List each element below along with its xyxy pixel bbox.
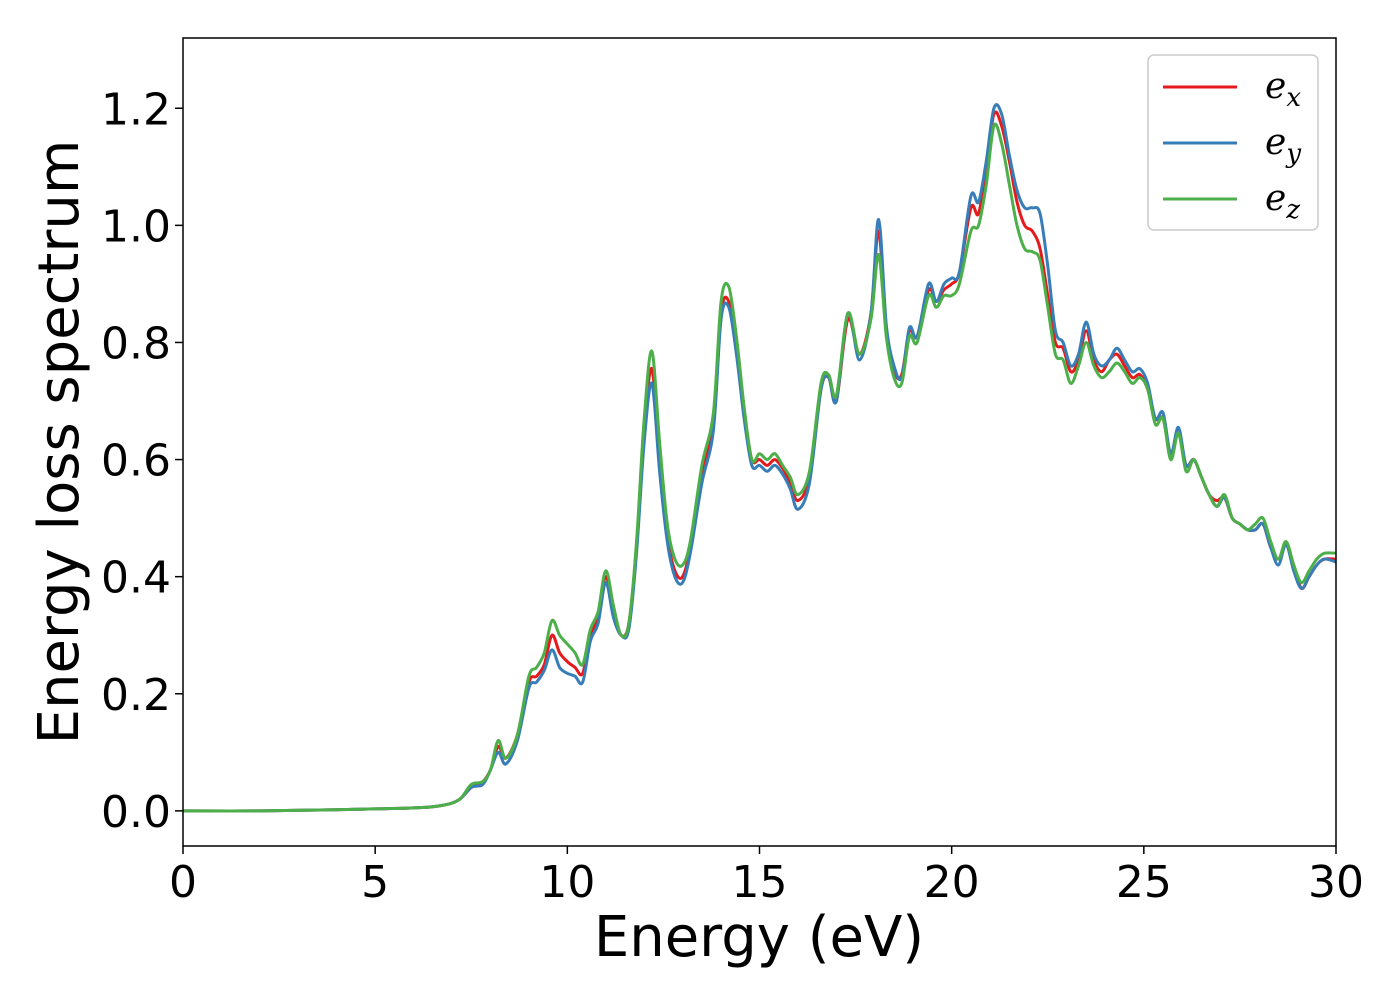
legend-label-y: ey xyxy=(1265,122,1301,169)
y-tick-label: 1.2 xyxy=(101,84,171,135)
x-tick-label: 5 xyxy=(361,857,389,908)
y-tick-label: 0.4 xyxy=(101,553,171,604)
y-tick-label: 0.2 xyxy=(101,670,171,721)
legend-label-x: ex xyxy=(1265,66,1301,113)
legend: ex ey ez xyxy=(1147,54,1319,231)
x-tick-label: 30 xyxy=(1308,857,1364,908)
legend-label-z: ez xyxy=(1265,178,1300,225)
x-axis-label: Energy (eV) xyxy=(594,905,924,970)
y-tick-label: 0.8 xyxy=(101,318,171,369)
y-axis: 0.0 0.2 0.4 0.6 0.8 1.0 1.2 xyxy=(101,84,183,838)
x-tick-label: 10 xyxy=(539,857,595,908)
series-layer xyxy=(182,103,1337,813)
plot-area xyxy=(183,38,1336,846)
x-tick-label: 0 xyxy=(169,857,197,908)
x-axis: 0 5 10 15 20 25 30 xyxy=(169,846,1364,908)
y-axis-label: Energy loss spectrum xyxy=(27,140,92,745)
x-tick-label: 25 xyxy=(1116,857,1172,908)
x-tick-label: 20 xyxy=(924,857,980,908)
y-tick-label: 0.6 xyxy=(101,436,171,487)
y-tick-label: 0.0 xyxy=(101,787,171,838)
series-line-e-z xyxy=(182,122,1337,813)
y-tick-label: 1.0 xyxy=(101,201,171,252)
x-tick-label: 15 xyxy=(732,857,788,908)
